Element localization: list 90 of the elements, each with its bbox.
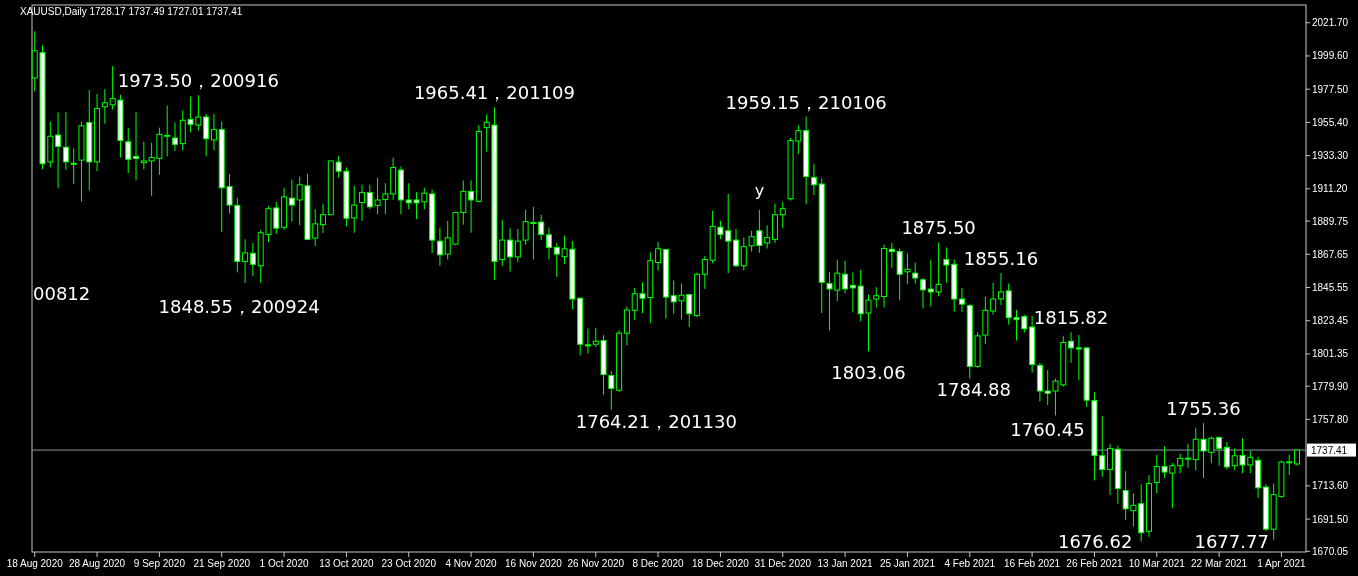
candlestick bbox=[242, 238, 249, 284]
y-tick-label: 1867.65 bbox=[1312, 248, 1349, 260]
x-tick-label: 22 Mar 2021 bbox=[1191, 558, 1248, 569]
y-tick-label: 1845.55 bbox=[1312, 282, 1349, 294]
candlestick bbox=[358, 184, 365, 222]
annotation: 1959.15，210106 bbox=[725, 91, 887, 113]
annotation: 1848.55，200924 bbox=[158, 296, 320, 317]
annotation: 1676.62 bbox=[1057, 531, 1133, 552]
x-tick-label: 26 Feb 2021 bbox=[1066, 558, 1123, 569]
x-tick-label: 18 Aug 2020 bbox=[6, 558, 64, 569]
x-tick-label: 18 Dec 2020 bbox=[692, 558, 750, 569]
y-tick-label: 1977.50 bbox=[1312, 83, 1349, 95]
candlestick bbox=[125, 127, 132, 174]
candlestick bbox=[55, 111, 62, 189]
candlestick bbox=[320, 203, 327, 234]
x-tick-label: 8 Dec 2020 bbox=[632, 558, 685, 569]
annotation: y bbox=[754, 181, 765, 200]
annotation: 1973.50，200916 bbox=[117, 70, 279, 92]
candlestick bbox=[1184, 443, 1191, 469]
annotation: 1875.50 bbox=[901, 217, 976, 239]
candlestick bbox=[288, 179, 295, 223]
candlestick bbox=[912, 261, 919, 285]
candlestick bbox=[1107, 443, 1114, 496]
candlestick bbox=[997, 272, 1004, 306]
candlestick bbox=[70, 147, 77, 185]
candlestick bbox=[1216, 435, 1223, 467]
ref-line-label: 1737.41 bbox=[1311, 444, 1348, 456]
y-tick-label: 1911.20 bbox=[1312, 183, 1348, 195]
candlestick bbox=[468, 179, 475, 234]
candlestick bbox=[1075, 334, 1082, 381]
y-tick-label: 1999.60 bbox=[1312, 50, 1349, 62]
candlestick bbox=[958, 287, 965, 313]
x-tick-label: 26 Nov 2020 bbox=[567, 558, 625, 569]
candlestick bbox=[507, 227, 514, 273]
y-tick-label: 1801.35 bbox=[1312, 348, 1349, 360]
annotation: 00812 bbox=[33, 283, 91, 304]
x-tick-label: 9 Sep 2020 bbox=[133, 558, 186, 569]
annotation: 1784.88 bbox=[936, 379, 1011, 400]
annotation: 1764.21，201130 bbox=[575, 411, 737, 432]
candlestick bbox=[133, 111, 140, 181]
y-tick-label: 1955.40 bbox=[1312, 116, 1349, 128]
candlestick bbox=[623, 305, 630, 346]
y-tick-label: 1823.45 bbox=[1312, 315, 1349, 327]
y-tick-label: 1779.90 bbox=[1312, 380, 1349, 392]
x-tick-label: 1 Oct 2020 bbox=[259, 558, 309, 569]
annotation: 1803.06 bbox=[831, 362, 906, 384]
x-tick-label: 16 Feb 2021 bbox=[1004, 558, 1061, 569]
y-tick-label: 1691.50 bbox=[1312, 513, 1349, 525]
x-tick-label: 13 Oct 2020 bbox=[319, 558, 375, 569]
y-tick-label: 1670.05 bbox=[1312, 545, 1349, 557]
y-tick-label: 2021.70 bbox=[1312, 17, 1349, 29]
x-tick-label: 10 Mar 2021 bbox=[1128, 558, 1186, 569]
x-tick-label: 21 Sep 2020 bbox=[193, 558, 251, 569]
candlestick bbox=[436, 226, 443, 267]
candlestick bbox=[920, 277, 927, 309]
candlestick bbox=[584, 327, 591, 354]
candlestick bbox=[655, 241, 662, 272]
candlestick bbox=[740, 237, 747, 272]
x-tick-label: 25 Jan 2021 bbox=[879, 558, 936, 569]
x-tick-label: 28 Aug 2020 bbox=[68, 558, 126, 569]
annotation: 1755.36 bbox=[1166, 398, 1241, 420]
y-tick-label: 1713.60 bbox=[1312, 480, 1349, 492]
annotation: 1965.41，201109 bbox=[413, 82, 576, 104]
x-tick-label: 16 Nov 2020 bbox=[505, 558, 563, 569]
candlestick bbox=[546, 226, 552, 260]
x-tick-label: 4 Feb 2021 bbox=[944, 558, 996, 569]
candlestick bbox=[1068, 331, 1075, 364]
candlestick bbox=[1223, 441, 1230, 470]
candlestick bbox=[608, 370, 615, 411]
x-tick-label: 4 Nov 2020 bbox=[445, 558, 498, 569]
y-tick-label: 1889.75 bbox=[1312, 215, 1349, 227]
x-tick-label: 13 Jan 2021 bbox=[817, 558, 874, 569]
candlestick bbox=[810, 163, 817, 196]
annotation: 1855.16 bbox=[963, 248, 1039, 270]
candlestick bbox=[210, 113, 217, 151]
annotation: 1760.45 bbox=[1010, 419, 1085, 440]
candlestick bbox=[62, 111, 69, 171]
annotation: 1677.77 bbox=[1194, 531, 1269, 552]
x-tick-label: 23 Oct 2020 bbox=[381, 558, 437, 569]
candlestick bbox=[779, 201, 786, 229]
chart-title: XAUUSD,Daily 1728.17 1737.49 1727.01 1737.41 bbox=[20, 6, 243, 17]
x-tick-label: 1 Apr 2021 bbox=[1257, 558, 1307, 569]
candlestick bbox=[249, 242, 256, 277]
candlestick bbox=[171, 121, 178, 152]
y-tick-label: 1757.80 bbox=[1312, 413, 1349, 425]
candlestick bbox=[849, 271, 856, 313]
x-tick-label: 31 Dec 2020 bbox=[754, 558, 812, 569]
y-tick-label: 1933.30 bbox=[1312, 150, 1349, 162]
annotation: 1815.82 bbox=[1033, 307, 1109, 329]
candlestick bbox=[842, 260, 849, 294]
